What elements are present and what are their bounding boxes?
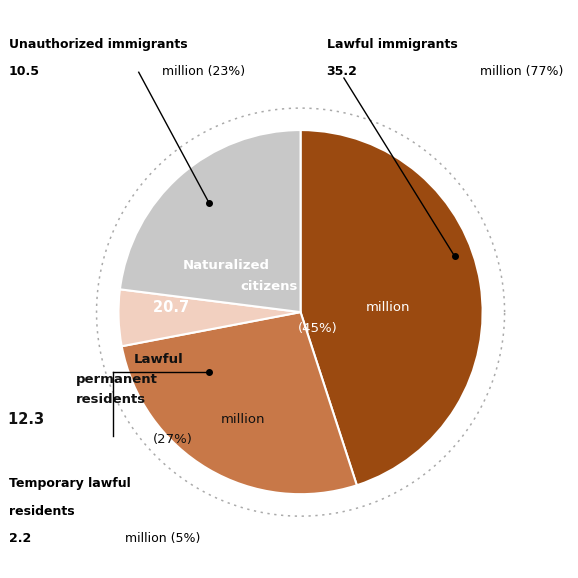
Text: million (23%): million (23%) xyxy=(158,65,246,78)
Text: 20.7: 20.7 xyxy=(153,301,195,316)
Text: 10.5: 10.5 xyxy=(9,65,40,78)
Text: million (5%): million (5%) xyxy=(121,532,201,545)
Wedge shape xyxy=(301,130,483,486)
Text: residents: residents xyxy=(9,505,75,517)
Text: residents: residents xyxy=(76,394,146,406)
Text: permanent: permanent xyxy=(76,373,158,386)
Text: 35.2: 35.2 xyxy=(327,65,357,78)
Text: million: million xyxy=(366,301,410,314)
Wedge shape xyxy=(120,130,301,312)
Text: (27%): (27%) xyxy=(153,434,192,446)
Text: citizens: citizens xyxy=(240,280,298,293)
Text: Naturalized: Naturalized xyxy=(183,260,270,272)
Text: 2.2: 2.2 xyxy=(9,532,31,545)
Text: Lawful immigrants: Lawful immigrants xyxy=(327,38,457,50)
Text: million: million xyxy=(220,413,265,427)
Text: million (77%): million (77%) xyxy=(476,65,564,78)
Text: Unauthorized immigrants: Unauthorized immigrants xyxy=(9,38,187,50)
Text: 12.3: 12.3 xyxy=(8,413,49,427)
Wedge shape xyxy=(122,312,357,494)
Text: Lawful: Lawful xyxy=(134,353,183,366)
Text: Temporary lawful: Temporary lawful xyxy=(9,477,131,490)
Wedge shape xyxy=(118,290,301,346)
Text: (45%): (45%) xyxy=(298,323,338,335)
